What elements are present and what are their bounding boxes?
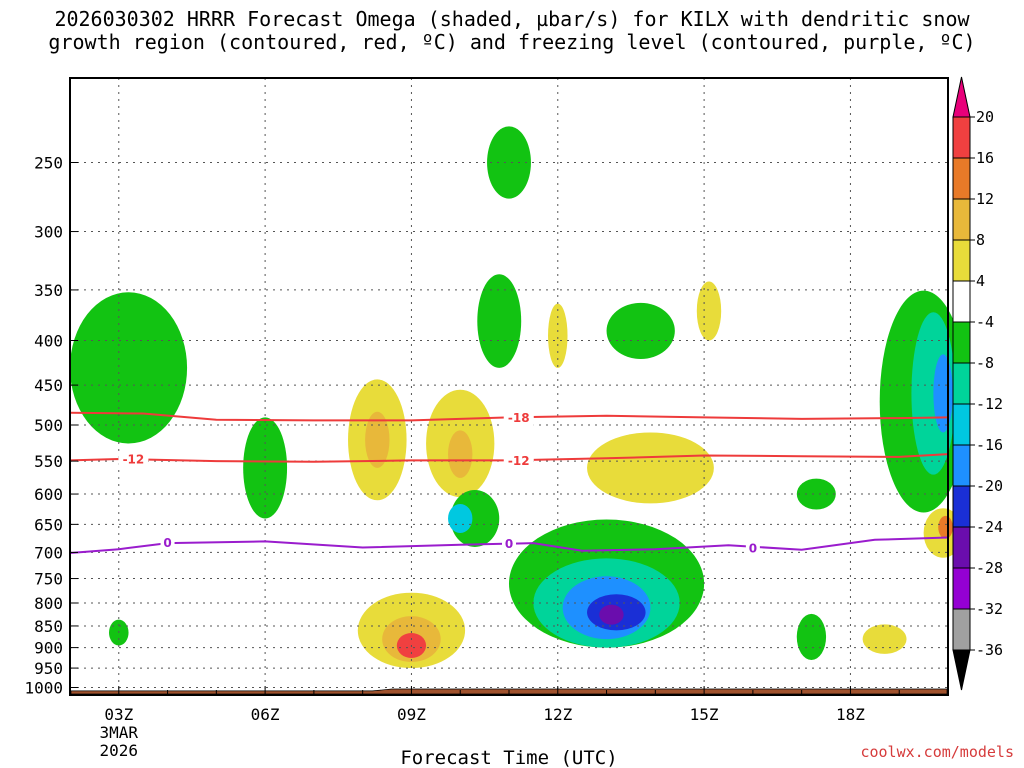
colorbar-swatch-12: [952, 157, 971, 200]
ytick-label-750: 750: [34, 570, 63, 589]
colorbar-label--36: -36: [976, 641, 1003, 659]
xtick-label-3: 03Z: [104, 705, 133, 724]
contour-label-2-0: 0: [163, 536, 171, 550]
omega-shading: [70, 126, 968, 669]
colorbar-swatch--16: [952, 403, 971, 446]
colorbar-label--28: -28: [976, 559, 1003, 577]
contour-label-bg-2-2: [745, 540, 760, 557]
omega-region-13: [477, 274, 522, 368]
ytick-label-950: 950: [34, 659, 63, 678]
colorbar-label--16: -16: [976, 436, 1003, 454]
omega-region-14: [548, 303, 568, 368]
omega-region-25: [862, 624, 907, 654]
contours: -12 -12 -18 0 0 0: [69, 410, 949, 557]
colorbar-swatch-16: [952, 116, 971, 159]
ytick-label-600: 600: [34, 485, 63, 504]
colorbar-label--4: -4: [976, 313, 994, 331]
contour-label-2-1: 0: [505, 537, 513, 551]
colorbar-under-arrow: [952, 649, 971, 691]
contour-label-bg-2-0: [160, 535, 175, 552]
ytick-label-800: 800: [34, 594, 63, 613]
contour-label-1-0: -18: [508, 411, 530, 425]
xtick-label-18: 18Z: [836, 705, 865, 724]
ytick-label-500: 500: [34, 416, 63, 435]
colorbar-swatch--24: [952, 485, 971, 528]
colorbar-label-4: 4: [976, 272, 985, 290]
ytick-label-250: 250: [34, 154, 63, 173]
colorbar-swatch--32: [952, 567, 971, 610]
colorbar-swatch--12: [952, 362, 971, 405]
contour-label-bg-1-0: [503, 410, 534, 427]
omega-region-4: [365, 411, 390, 468]
chart-title: 2026030302 HRRR Forecast Omega (shaded, …: [0, 8, 1024, 54]
y-axis: 250 300 350 400 450 500 550 600 650 700 750 800 850 9…: [24, 154, 78, 698]
ytick-label-700: 700: [34, 543, 63, 562]
omega-region-8: [448, 503, 473, 534]
colorbar-label-12: 12: [976, 190, 994, 208]
omega-region-16: [696, 281, 722, 341]
xtick-label-12: 12Z: [543, 705, 572, 724]
xtick-label-9: 09Z: [397, 705, 426, 724]
x-axis-title: Forecast Time (UTC): [400, 747, 617, 768]
xtick-label-6: 06Z: [251, 705, 280, 724]
omega-region-30: [938, 515, 953, 539]
contour-label-2-2: 0: [749, 542, 757, 556]
contour-label-bg-0-0: [118, 451, 149, 468]
ytick-label-350: 350: [34, 281, 63, 300]
x-date-label-0: 3MAR: [100, 723, 139, 742]
omega-region-28: [933, 354, 953, 433]
omega-region-12: [487, 126, 531, 199]
colorbar-swatch--20: [952, 444, 971, 487]
ytick-label-850: 850: [34, 617, 63, 636]
x-date-label-1: 2026: [100, 741, 139, 760]
grid: [70, 78, 948, 695]
omega-region-23: [796, 478, 836, 510]
colorbar-swatch-4: [952, 239, 971, 282]
contour-label-bg-2-1: [502, 536, 516, 553]
omega-region-24: [796, 613, 827, 661]
colorbar-swatch--4: [952, 280, 971, 323]
omega-region-22: [599, 604, 624, 625]
omega-region-15: [606, 302, 675, 359]
colorbar-label--20: -20: [976, 477, 1003, 495]
colorbar-label--12: -12: [976, 395, 1003, 413]
omega-region-6: [448, 430, 473, 478]
colorbar-over-arrow: [952, 76, 971, 118]
omega-region-0: [70, 292, 188, 444]
omega-region-1: [243, 417, 288, 519]
colorbar-swatch-8: [952, 198, 971, 241]
ytick-label-550: 550: [34, 452, 63, 471]
credit-text: coolwx.com/models: [860, 743, 1014, 761]
ytick-label-300: 300: [34, 223, 63, 242]
colorbar-label-20: 20: [976, 108, 994, 126]
colorbar-swatch--8: [952, 321, 971, 364]
colorbar-label-16: 16: [976, 149, 994, 167]
contour-label-0-1: -12: [508, 454, 530, 468]
ytick-label-900: 900: [34, 639, 63, 658]
ytick-label-1000: 1000: [24, 679, 63, 698]
omega-region-7: [450, 490, 500, 547]
contour-label-0-0: -12: [123, 453, 145, 467]
colorbar: -36 -32 -28 -24 -20 -16 -12 -8 -4 4 8 12 16 20: [952, 76, 1003, 691]
ytick-label-450: 450: [34, 376, 63, 395]
ytick-label-650: 650: [34, 515, 63, 534]
omega-region-17: [587, 432, 714, 504]
xtick-label-15: 15Z: [690, 705, 719, 724]
title-line-2: growth region (contoured, red, ºC) and f…: [48, 30, 976, 54]
colorbar-swatch--28: [952, 526, 971, 569]
colorbar-swatch--36: [952, 608, 971, 651]
colorbar-label-8: 8: [976, 231, 985, 249]
ytick-label-400: 400: [34, 331, 63, 350]
colorbar-label--32: -32: [976, 600, 1003, 618]
title-line-1: 2026030302 HRRR Forecast Omega (shaded, …: [54, 7, 970, 31]
colorbar-label--8: -8: [976, 354, 994, 372]
contour-label-bg-0-1: [503, 453, 534, 470]
colorbar-label--24: -24: [976, 518, 1003, 536]
